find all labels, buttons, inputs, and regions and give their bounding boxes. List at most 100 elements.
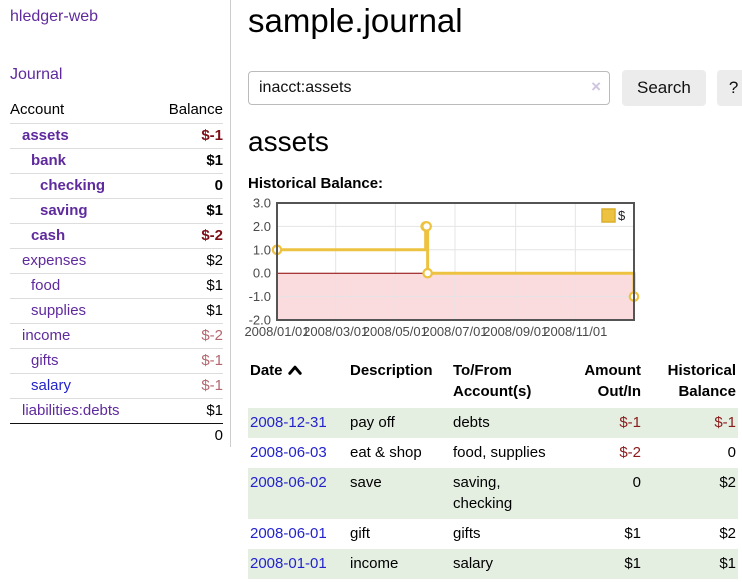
transaction-date-link[interactable]: 2008-12-31 [250, 414, 327, 431]
sidebar-item-journal[interactable]: Journal [10, 66, 63, 83]
transaction-accounts: gifts [453, 525, 481, 542]
sidebar-account-link[interactable]: cash [31, 227, 66, 244]
account-row: gifts $-1 [10, 348, 223, 374]
transaction-description: pay off [348, 408, 451, 438]
help-button[interactable]: ? [716, 70, 742, 106]
transaction-amount: $1 [549, 549, 643, 579]
transaction-description: eat & shop [350, 444, 422, 461]
accounts-total-balance: 0 [152, 423, 223, 448]
account-balance: $2 [152, 248, 223, 274]
account-row: income $-2 [10, 323, 223, 349]
transaction-date-link[interactable]: 2008-06-02 [250, 474, 327, 491]
transaction-amount: $1 [624, 525, 641, 542]
accounts-header-row: Account Balance [10, 97, 223, 124]
y-tick-label: -1.0 [249, 289, 271, 304]
account-row: saving $1 [10, 198, 223, 224]
x-tick-label: 2008/07/01 [422, 324, 487, 339]
account-balance: $-1 [152, 348, 223, 374]
sidebar-account-link[interactable]: salary [31, 377, 72, 394]
register-header-description[interactable]: Description [350, 362, 433, 379]
account-balance: $-2 [152, 323, 223, 349]
sidebar: hledger-web Journal Account Balance asse… [0, 0, 231, 448]
app-title[interactable]: hledger-web [10, 8, 99, 25]
transaction-amount: $-2 [619, 444, 641, 461]
x-tick-label: 2008/03/01 [303, 324, 368, 339]
account-balance: $1 [152, 398, 223, 424]
sidebar-account-link[interactable]: saving [40, 202, 88, 219]
account-balance: $-1 [152, 123, 223, 149]
register-header-tofrom[interactable]: To/From Account(s) [453, 362, 532, 400]
sidebar-account-link[interactable]: gifts [31, 352, 59, 369]
search-input[interactable] [248, 71, 610, 105]
account-row: supplies $1 [10, 298, 223, 324]
transaction-row: 2008-06-01 gift gifts $1 $2 [248, 519, 738, 549]
main-content: sample.journal × Search ? assets Histori… [244, 0, 742, 579]
chart-heading: Historical Balance: [248, 175, 384, 192]
data-point-marker[interactable] [421, 221, 432, 232]
x-tick-label: 2008/05/01 [363, 324, 428, 339]
register-header-date[interactable]: Date [248, 358, 348, 408]
clear-search-icon[interactable]: × [591, 77, 601, 96]
transaction-accounts: debts [451, 408, 549, 438]
sidebar-account-link[interactable]: expenses [22, 252, 87, 269]
sidebar-account-link[interactable]: supplies [31, 302, 87, 319]
accounts-header-balance: Balance [168, 101, 223, 118]
account-balance: $-1 [152, 373, 223, 399]
account-row: assets $-1 [10, 123, 223, 149]
transaction-balance: 0 [727, 444, 736, 461]
account-balance: $1 [152, 198, 223, 224]
transaction-description: income [348, 549, 451, 579]
sidebar-account-link[interactable]: bank [31, 152, 67, 169]
accounts-total-row: 0 [10, 423, 223, 448]
transaction-accounts: food, supplies [453, 444, 546, 461]
sidebar-account-link[interactable]: liabilities:debts [22, 402, 120, 419]
account-balance: 0 [152, 173, 223, 199]
account-row: liabilities:debts $1 [10, 398, 223, 424]
x-tick-label: 2008/01/01 [244, 324, 309, 339]
register-header-amount[interactable]: Amount Out/In [584, 362, 641, 400]
account-balance: $1 [152, 148, 223, 174]
transaction-row: 2008-06-03 eat & shop food, supplies $-2 0 [248, 438, 738, 468]
transaction-row: 2008-06-02 save saving, checking 0 $2 [248, 468, 738, 519]
legend-label: $ [618, 208, 626, 223]
account-balance: $1 [152, 273, 223, 299]
transaction-balance: $-1 [643, 408, 738, 438]
transaction-date-link[interactable]: 2008-01-01 [250, 555, 327, 572]
data-point-marker[interactable] [422, 267, 433, 279]
y-tick-label: 1.0 [253, 242, 271, 257]
account-row: salary $-1 [10, 373, 223, 399]
y-tick-label: -2.0 [249, 313, 271, 328]
y-tick-label: 3.0 [253, 196, 271, 211]
sidebar-account-link[interactable]: food [31, 277, 61, 294]
page-title: sample.journal [248, 2, 463, 39]
register-header-historical[interactable]: Historical Balance [667, 362, 736, 400]
account-heading: assets [248, 126, 329, 157]
sidebar-account-link[interactable]: income [22, 327, 71, 344]
account-row: checking 0 [10, 173, 223, 199]
accounts-table: Account Balance assets $-1 bank $1 checking 0… [10, 97, 223, 448]
sort-ascending-icon [287, 365, 302, 375]
transaction-accounts: saving, checking [451, 468, 549, 519]
y-tick-label: 0.0 [253, 266, 271, 281]
x-tick-label: 2008/11/01 [543, 324, 607, 339]
sidebar-account-link[interactable]: checking [40, 177, 106, 194]
register-header-row: Date Description To/From Account(s) Amount … [248, 358, 738, 408]
historical-balance-chart[interactable]: $3.0 2.0 1.0 0.0 -1.0 -2.0 2008/01/01 2008/03/0… [240, 196, 740, 341]
account-row: cash $-2 [10, 223, 223, 249]
transaction-accounts: salary [451, 549, 549, 579]
register-table: Date Description To/From Account(s) Amount … [248, 358, 738, 579]
transaction-date-link[interactable]: 2008-06-03 [250, 444, 327, 461]
transaction-date-link[interactable]: 2008-06-01 [250, 525, 327, 542]
account-row: food $1 [10, 273, 223, 299]
transaction-amount: 0 [549, 468, 643, 519]
sidebar-account-link[interactable]: assets [22, 127, 69, 144]
transaction-balance: $2 [719, 525, 736, 542]
transaction-row: 2008-12-31 pay off debts $-1 $-1 [248, 408, 738, 438]
legend-swatch [601, 208, 616, 223]
account-row: bank $1 [10, 148, 223, 174]
plot-border [276, 202, 635, 321]
search-button[interactable]: Search [622, 70, 706, 106]
accounts-header-account: Account [10, 101, 65, 118]
transaction-description: save [348, 468, 451, 519]
account-balance: $1 [152, 298, 223, 324]
